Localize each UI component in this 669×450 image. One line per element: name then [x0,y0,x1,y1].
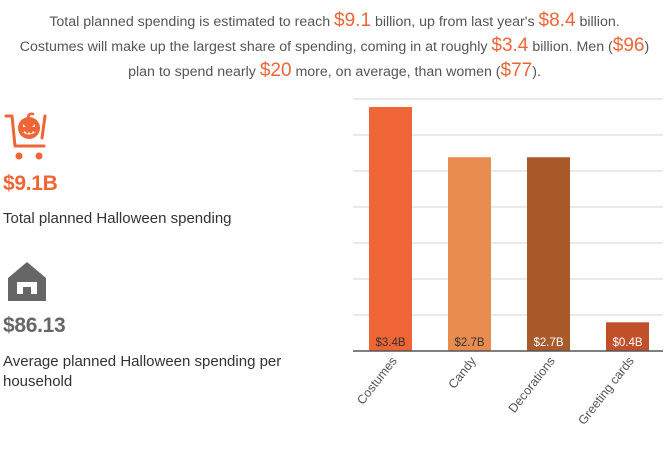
highlight-number: $20 [259,60,292,81]
intro-text-segment: Total planned spending is estimated to r… [49,14,335,30]
house-icon [8,262,46,301]
household-spending-label: Average planned Halloween spending per h… [3,352,281,392]
highlight-number: $9.1 [334,10,372,31]
intro-text-segment: plan to spend nearly [128,64,260,80]
bar-decorations [527,157,570,351]
highlight-number: $77 [500,60,533,81]
highlight-number: $8.4 [538,10,576,31]
total-spending-label: Total planned Halloween spending [3,210,232,227]
intro-line-1: Total planned spending is estimated to r… [0,9,669,34]
highlight-number: $3.4 [491,35,529,56]
household-spending-value: $86.13 [3,314,66,337]
total-spending-value: $9.1B [3,172,58,195]
intro-text-segment: more, on average, than women ( [291,64,501,80]
intro-text-segment: Costumes will make up the largest share … [19,39,492,55]
intro-text-segment: ) [644,39,650,55]
intro-text: Total planned spending is estimated to r… [0,9,669,84]
intro-text-segment: billion. Men ( [528,39,613,55]
category-label: Greeting cards [575,354,637,427]
household-label-line: household [3,373,73,390]
highlight-number: $96 [612,35,645,56]
bar-value-label: $0.4B [612,337,642,349]
pumpkin-cart-icon [4,112,47,160]
intro-text-segment: billion. [575,14,620,30]
bar-value-label: $3.4B [375,337,405,349]
intro-line-3: plan to spend nearly $20 more, on averag… [0,59,669,84]
category-label: Costumes [354,354,400,407]
bar-costumes [369,107,412,351]
category-label: Decorations [506,354,558,415]
category-label: Candy [446,354,480,392]
household-label-line: Average planned Halloween spending per [3,353,282,370]
bar-value-label: $2.7B [454,337,484,349]
bar-candy [448,157,491,351]
intro-text-segment: billion, up from last year's [371,14,539,30]
intro-text-segment: ). [532,64,541,80]
intro-line-2: Costumes will make up the largest share … [0,34,669,59]
bar-value-label: $2.7B [533,337,563,349]
bar-greeting-cards [606,322,649,351]
